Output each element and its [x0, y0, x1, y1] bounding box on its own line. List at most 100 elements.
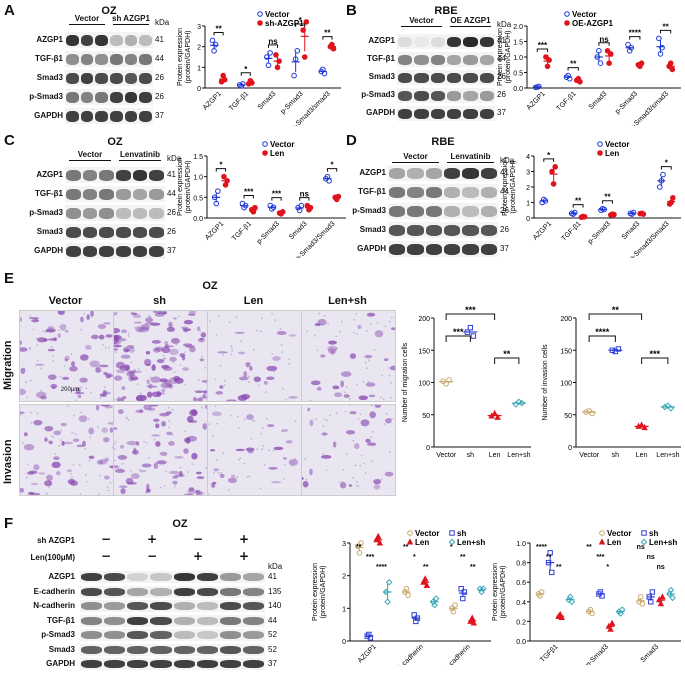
stained-cell [146, 385, 158, 388]
blot-strip [397, 106, 495, 121]
sig-label: ns [647, 554, 655, 561]
membrane-pore [388, 320, 391, 323]
membrane-pore [130, 311, 133, 314]
data-point [589, 410, 595, 417]
membrane-pore [366, 367, 368, 370]
kda-value: 26 [500, 205, 509, 215]
membrane-pore [348, 405, 351, 406]
y-tick-label: 0.0 [516, 639, 526, 646]
sig-label: * [547, 151, 551, 160]
stained-cell [234, 331, 246, 334]
membrane-pore [313, 334, 316, 337]
row-label: GAPDH [46, 659, 75, 668]
data-point [414, 615, 421, 621]
membrane-pore [239, 340, 242, 343]
sig-label: ** [586, 544, 592, 551]
data-point [604, 48, 611, 54]
membrane-pore [316, 349, 319, 352]
protein-band [139, 111, 152, 122]
stained-cell [364, 354, 373, 359]
stained-cell [151, 391, 162, 398]
stained-cell [35, 391, 47, 399]
data-point [659, 44, 665, 51]
membrane-pore [114, 443, 116, 446]
stained-cell [44, 330, 49, 333]
legend-label: OE-AZGP1 [572, 19, 613, 28]
stained-cell [53, 430, 61, 436]
stained-cell [332, 385, 340, 390]
sig-label: ** [215, 24, 222, 33]
membrane-pore [341, 320, 343, 323]
y-tick-label: 2 [526, 185, 530, 192]
kda-label: kDa [167, 154, 182, 163]
membrane-pore [327, 323, 329, 325]
protein-band [173, 587, 195, 596]
data-point [301, 54, 308, 60]
membrane-pore [171, 434, 174, 436]
stained-cell [164, 341, 169, 344]
membrane-pore [153, 438, 156, 441]
membrane-pore [70, 353, 73, 355]
stained-cell [143, 405, 152, 411]
data-point [443, 380, 449, 387]
protein-band [124, 73, 138, 84]
data-point [598, 207, 604, 214]
data-point [213, 200, 220, 207]
stained-cell [169, 356, 177, 362]
sig-label: ** [604, 193, 611, 202]
protein-band [139, 73, 152, 84]
membrane-pore [130, 361, 133, 364]
stained-cell [168, 348, 179, 356]
stained-cell [133, 321, 143, 324]
protein-band [389, 168, 406, 179]
data-point [265, 62, 272, 69]
stained-cell [374, 405, 382, 408]
stained-cell [61, 440, 65, 446]
membrane-pore [237, 427, 240, 429]
membrane-pore [95, 365, 97, 368]
membrane-pore [159, 486, 162, 489]
membrane-pore [48, 440, 50, 443]
microscopy-image [301, 404, 396, 496]
membrane-pore [388, 374, 391, 377]
stained-cell [154, 346, 164, 352]
stained-cell [98, 334, 105, 340]
stained-cell [217, 351, 228, 354]
membrane-pore [36, 412, 39, 415]
y-tick-label: 200 [418, 316, 430, 323]
protein-band [414, 91, 429, 102]
protein-band [219, 660, 241, 668]
protein-band [447, 91, 462, 102]
membrane-pore [189, 413, 192, 416]
legend-marker [262, 150, 268, 156]
protein-band [124, 35, 138, 46]
panel-label: B [346, 2, 357, 19]
legend-marker [597, 150, 603, 156]
stained-cell [156, 390, 162, 398]
protein-band [196, 631, 218, 639]
row-label: Smad3 [359, 224, 386, 234]
scale-bar-label: 200μm [60, 387, 80, 393]
data-point [638, 421, 645, 428]
protein-band [479, 109, 494, 120]
data-point [596, 48, 602, 54]
protein-band [173, 602, 195, 610]
stained-cell [196, 326, 201, 332]
membrane-pore [201, 406, 203, 409]
stained-cell [191, 452, 198, 460]
membrane-pore [134, 326, 137, 329]
membrane-pore [163, 485, 166, 487]
membrane-pore [174, 317, 177, 320]
data-point [668, 199, 674, 206]
protein-band [81, 631, 103, 639]
membrane-pore [248, 475, 251, 478]
protein-band [173, 573, 195, 581]
protein-band [407, 206, 424, 217]
protein-band [242, 602, 264, 610]
protein-band [80, 54, 94, 65]
membrane-pore [265, 417, 268, 420]
stained-cell [205, 405, 207, 410]
stained-cell [85, 344, 92, 350]
stained-cell [188, 311, 197, 314]
